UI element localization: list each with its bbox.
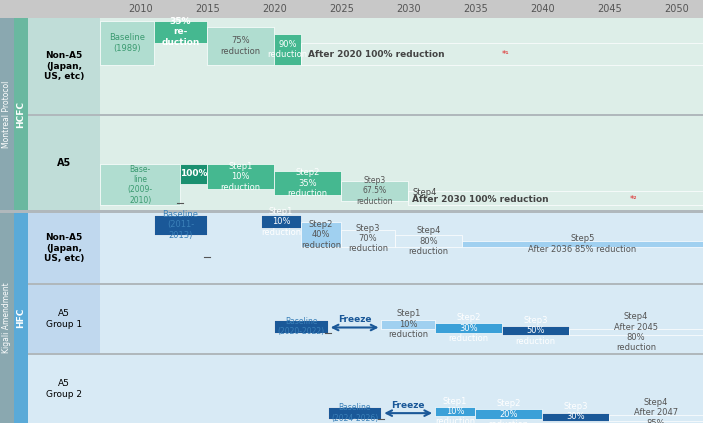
Bar [261, 215, 301, 228]
Bar [0, 210, 703, 213]
Text: 2035: 2035 [463, 4, 488, 14]
Text: Step1
10%
reduction: Step1 10% reduction [388, 309, 428, 339]
Bar [28, 18, 100, 114]
Text: Step2
40%
reduction: Step2 40% reduction [301, 220, 341, 250]
Bar [28, 283, 703, 285]
Text: Step3
30%
reduction: Step3 30% reduction [555, 402, 595, 423]
Text: Step2
20%
reduction: Step2 20% reduction [489, 399, 529, 423]
Text: 90%
reduction: 90% reduction [268, 40, 308, 59]
Text: Non-A5
(Japan,
US, etc): Non-A5 (Japan, US, etc) [44, 51, 84, 81]
Text: Non-A5
(Japan,
US, etc): Non-A5 (Japan, US, etc) [44, 233, 84, 263]
Bar [14, 18, 28, 210]
Text: A5
Group 1: A5 Group 1 [46, 309, 82, 329]
Text: Step2
35%
reduction: Step2 35% reduction [288, 168, 328, 198]
Text: Baseline
(2024-2026): Baseline (2024-2026) [331, 403, 378, 423]
Bar [341, 230, 395, 247]
Bar [207, 27, 274, 65]
Text: Step3
50%
reduction: Step3 50% reduction [515, 316, 555, 346]
Text: A5
Group 2: A5 Group 2 [46, 379, 82, 399]
Text: 75%
reduction: 75% reduction [221, 36, 261, 55]
Text: 2020: 2020 [262, 4, 287, 14]
Text: 2050: 2050 [664, 4, 688, 14]
Text: Baseline
(2020-2022): Baseline (2020-2022) [278, 317, 325, 336]
Bar [0, 213, 14, 423]
Text: 2040: 2040 [530, 4, 555, 14]
Text: Freeze: Freeze [392, 401, 425, 409]
Text: HCFC: HCFC [16, 101, 25, 127]
Bar [153, 21, 207, 43]
Bar [28, 355, 100, 423]
Bar [28, 285, 100, 353]
Text: 2030: 2030 [396, 4, 420, 14]
Bar [0, 18, 703, 210]
Bar [274, 34, 301, 65]
Bar [0, 18, 14, 210]
Text: 35%
re-
duction: 35% re- duction [161, 17, 200, 47]
Text: 2045: 2045 [597, 4, 621, 14]
Bar [502, 327, 569, 335]
Bar [0, 213, 703, 423]
Bar [100, 21, 153, 65]
Bar [301, 43, 703, 65]
Bar [28, 213, 100, 283]
Bar [435, 323, 502, 333]
Text: After 2030 100% reduction: After 2030 100% reduction [412, 195, 549, 204]
Text: Step3
67.5%
reduction: Step3 67.5% reduction [356, 176, 393, 206]
Text: A5: A5 [57, 158, 71, 168]
Text: Step4
After 2045
80%
reduction: Step4 After 2045 80% reduction [614, 312, 658, 352]
Text: Step1
10%
reduction: Step1 10% reduction [261, 207, 301, 236]
Bar [341, 181, 408, 201]
Text: Step5
After 2036 85% reduction: Step5 After 2036 85% reduction [528, 234, 636, 254]
Text: Step4
80%
reduction: Step4 80% reduction [408, 226, 449, 256]
Bar [382, 320, 435, 329]
Text: HFC: HFC [16, 308, 25, 328]
Text: Baseline
(2011-
2013): Baseline (2011- 2013) [162, 210, 198, 240]
Text: Montreal Protocol: Montreal Protocol [3, 80, 11, 148]
Text: Baseline
(1989): Baseline (1989) [109, 33, 145, 52]
Text: *²: *² [629, 195, 637, 204]
Bar [301, 222, 341, 247]
Bar [207, 164, 274, 190]
Text: Step2
30%
reduction: Step2 30% reduction [449, 313, 489, 343]
Bar [462, 241, 703, 247]
Bar [153, 215, 207, 235]
Bar [0, 0, 703, 18]
Text: Kigali Amendment: Kigali Amendment [3, 283, 11, 353]
Bar [14, 213, 28, 423]
Bar [408, 191, 703, 205]
Text: 2010: 2010 [128, 4, 153, 14]
Bar [181, 164, 207, 184]
Text: Step4
After 2047
85%
reduction: Step4 After 2047 85% reduction [634, 398, 678, 423]
Text: Step3
70%
reduction: Step3 70% reduction [348, 224, 388, 253]
Bar [435, 407, 475, 416]
Text: Freeze: Freeze [338, 315, 371, 324]
Text: 2015: 2015 [195, 4, 219, 14]
Bar [28, 116, 100, 210]
Text: Step1
10%
reduction: Step1 10% reduction [435, 396, 475, 423]
Text: After 2020 100% reduction: After 2020 100% reduction [308, 49, 444, 58]
Text: *¹: *¹ [502, 49, 510, 58]
Bar [28, 114, 703, 116]
Text: Step1
10%
reduction: Step1 10% reduction [221, 162, 261, 192]
Text: Step4: Step4 [412, 188, 437, 197]
Text: 100%: 100% [180, 169, 207, 179]
Bar [542, 413, 610, 421]
Bar [100, 164, 181, 205]
Bar [395, 236, 462, 247]
Bar [274, 171, 341, 195]
Bar [28, 353, 703, 355]
Bar [569, 329, 703, 335]
Bar [475, 409, 542, 419]
Text: Base-
line
(2009-
2010): Base- line (2009- 2010) [128, 165, 153, 205]
Bar [610, 415, 703, 421]
Text: 2025: 2025 [329, 4, 354, 14]
Bar [274, 320, 328, 333]
Bar [328, 407, 382, 419]
